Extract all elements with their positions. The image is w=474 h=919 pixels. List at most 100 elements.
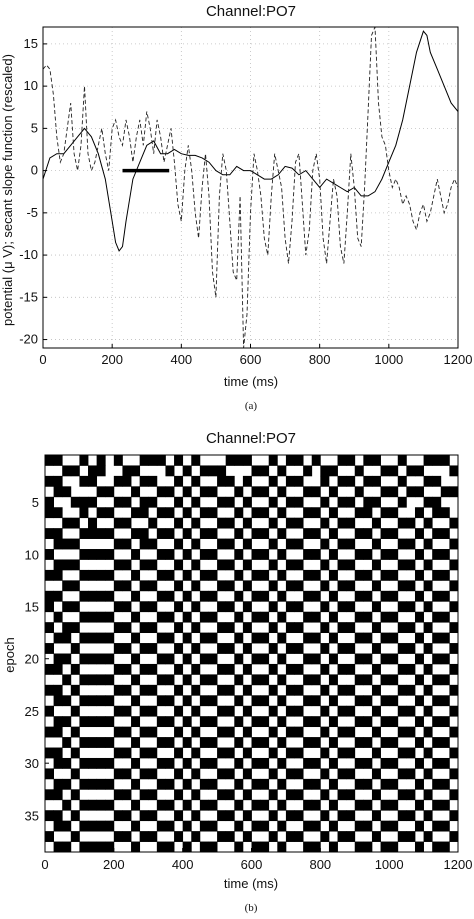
raster-cell [354,653,364,665]
raster-cell [199,632,209,644]
raster-cell [260,674,270,686]
raster-cell [406,486,416,498]
raster-cell [294,622,304,634]
raster-cell [156,737,166,748]
raster-cell [363,716,373,728]
raster-cell [354,757,364,769]
raster-cell [96,486,106,498]
raster-cell [268,475,278,487]
raster-cell [260,820,270,832]
raster-cell [397,455,407,466]
raster-cell [397,538,407,550]
raster-cell [79,820,89,832]
raster-cell [122,663,132,675]
raster-cell [88,590,98,602]
raster-cell [139,747,149,759]
raster-cell [199,695,209,707]
raster-cell [414,528,424,539]
raster-cell [62,601,72,613]
raster-cell [268,810,278,822]
raster-cell [131,632,141,644]
raster-cell [268,538,278,550]
raster-cell [389,778,399,790]
raster-cell [113,789,123,801]
raster-cell [234,778,244,790]
raster-cell [70,789,80,801]
raster-cell [294,517,304,529]
raster-cell [88,674,98,686]
raster-cell [251,465,261,477]
raster-cell [285,455,295,466]
raster-cell [397,475,407,487]
raster-cell [105,674,115,686]
raster-cell [113,622,123,634]
raster-cell [346,789,356,801]
raster-cell [423,517,433,529]
raster-cell [397,684,407,696]
raster-cell [277,507,287,519]
raster-cell [371,496,381,508]
raster-cell [414,465,424,477]
raster-cell [251,569,261,581]
raster-cell [62,653,72,665]
raster-cell [440,549,450,560]
raster-cell [268,684,278,696]
raster-cell [277,799,287,811]
raster-cell [389,841,399,853]
raster-cell [337,496,347,508]
raster-cell [45,455,54,466]
raster-cell [277,653,287,665]
raster-cell [88,611,98,623]
raster-cell [96,757,106,769]
raster-cell [131,716,141,728]
raster-cell [88,475,98,487]
raster-cell [234,507,244,519]
raster-cell [311,820,321,832]
raster-cell [440,737,450,748]
raster-cell [414,486,424,498]
raster-cell [363,695,373,707]
raster-cell [432,507,442,519]
raster-cell [217,747,227,759]
raster-cell [113,747,123,759]
raster-cell [380,549,390,560]
raster-cell [423,789,433,801]
raster-cell [406,559,416,571]
raster-cell [363,455,373,466]
raster-cell [131,549,141,560]
raster-cell [45,831,54,842]
raster-cell [311,486,321,498]
raster-cell [414,820,424,832]
raster-cell [260,528,270,539]
raster-cell [440,455,450,466]
y-axis-label-b: epoch [2,637,17,672]
raster-cell [354,799,364,811]
raster-cell [105,716,115,728]
x-tick-label-b: 600 [241,857,263,872]
raster-cell [122,747,132,759]
raster-cell [217,517,227,529]
raster-cell [191,684,201,696]
raster-cell [70,643,80,654]
raster-cell [105,799,115,811]
raster-cell [208,507,218,519]
raster-cell [285,726,295,738]
raster-cell [131,507,141,519]
raster-cell [354,528,364,539]
raster-cell [182,632,192,644]
raster-cell [303,486,313,498]
raster-cell [380,465,390,477]
y-tick-label-a: 10 [24,78,38,93]
raster-cell [113,663,123,675]
raster-cell [113,517,123,529]
raster-cell [337,538,347,550]
raster-cell [53,475,63,487]
raster-cell [294,684,304,696]
raster-cell [88,549,98,560]
raster-cell [294,455,304,466]
raster-cell [285,789,295,801]
raster-cell [242,643,252,654]
raster-cell [225,663,235,675]
raster-cell [217,580,227,592]
raster-cell [354,820,364,832]
